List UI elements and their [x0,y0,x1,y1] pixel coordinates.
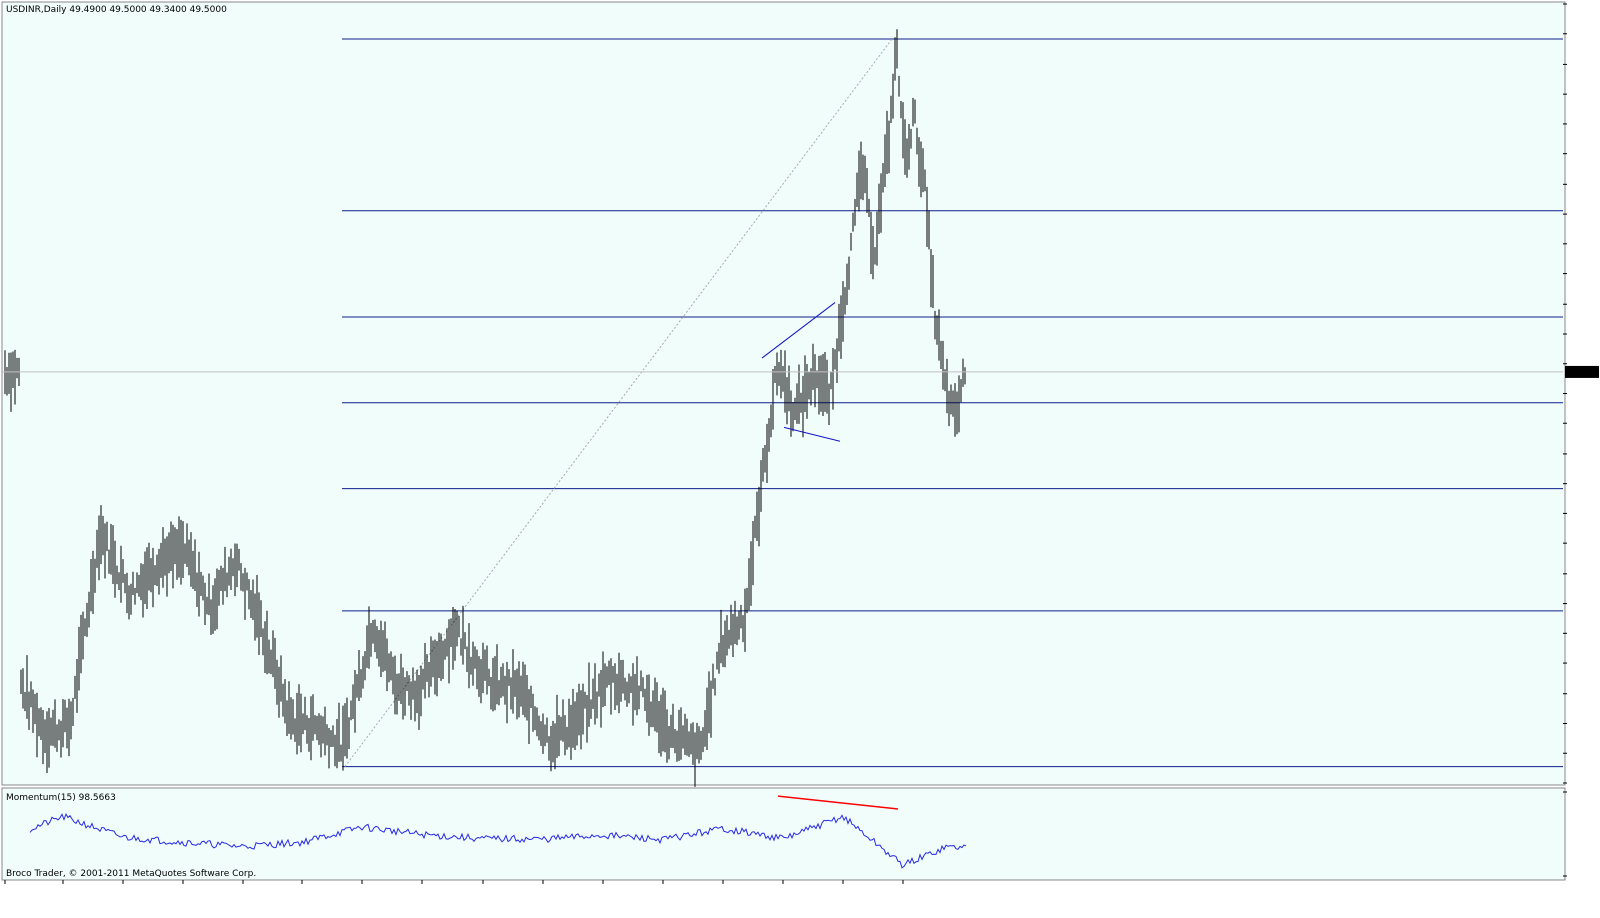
momentum-header: Momentum(15) 98.5663 [6,793,116,803]
wave-trendlines [761,302,841,442]
copyright-text: Broco Trader, © 2001-2011 MetaQuotes Sof… [6,869,256,879]
current-price-box [1565,365,1599,378]
wave3-lower-trendline [783,426,841,442]
wave3-upper-trendline [761,302,836,359]
symbol-header: USDINR,Daily 49.4900 49.5000 49.3400 49.… [6,5,227,15]
main-panel [1,1,1566,786]
momentum-indicator [29,795,967,869]
fibonacci-levels [342,38,1563,768]
momentum-panel [1,787,1566,881]
momentum-line [29,812,967,869]
divergence-line [777,795,899,810]
axes [2,3,1599,884]
price-bars [4,29,966,787]
